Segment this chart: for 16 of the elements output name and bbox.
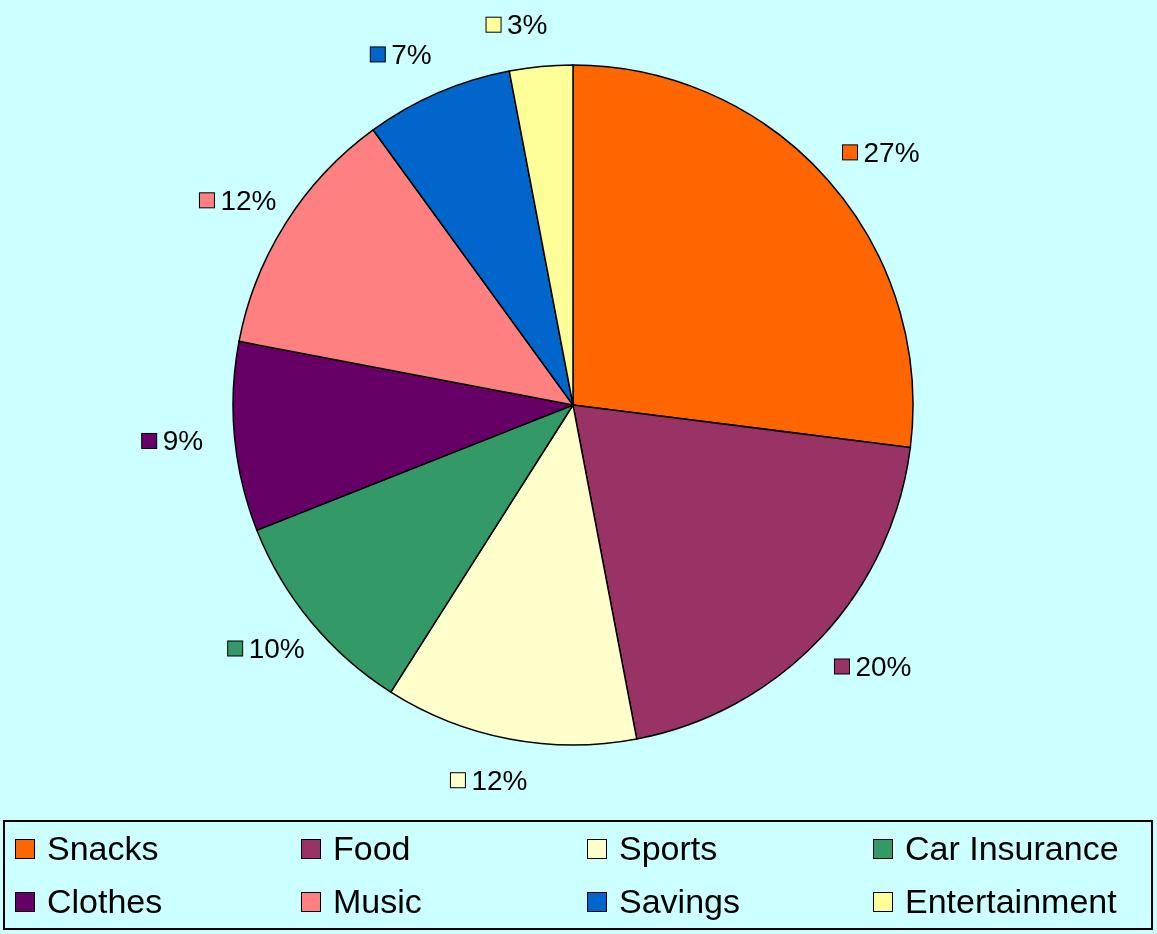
data-label: 7% [391,38,432,70]
data-label: 12% [220,184,277,216]
data-label: 12% [471,764,528,796]
legend-label: Clothes [47,882,163,921]
legend-label: Car Insurance [905,829,1119,868]
legend-label: Food [333,829,411,868]
data-label: 3% [507,9,548,41]
data-label: 10% [248,633,305,664]
data-label: 27% [863,136,920,168]
legend-label: Entertainment [905,882,1117,921]
legend-label: Snacks [47,829,159,868]
legend-label: Music [333,882,422,921]
data-label: 9% [162,425,204,457]
data-label: 20% [855,651,912,682]
legend-label: Savings [619,882,740,921]
legend-label: Sports [619,829,718,868]
